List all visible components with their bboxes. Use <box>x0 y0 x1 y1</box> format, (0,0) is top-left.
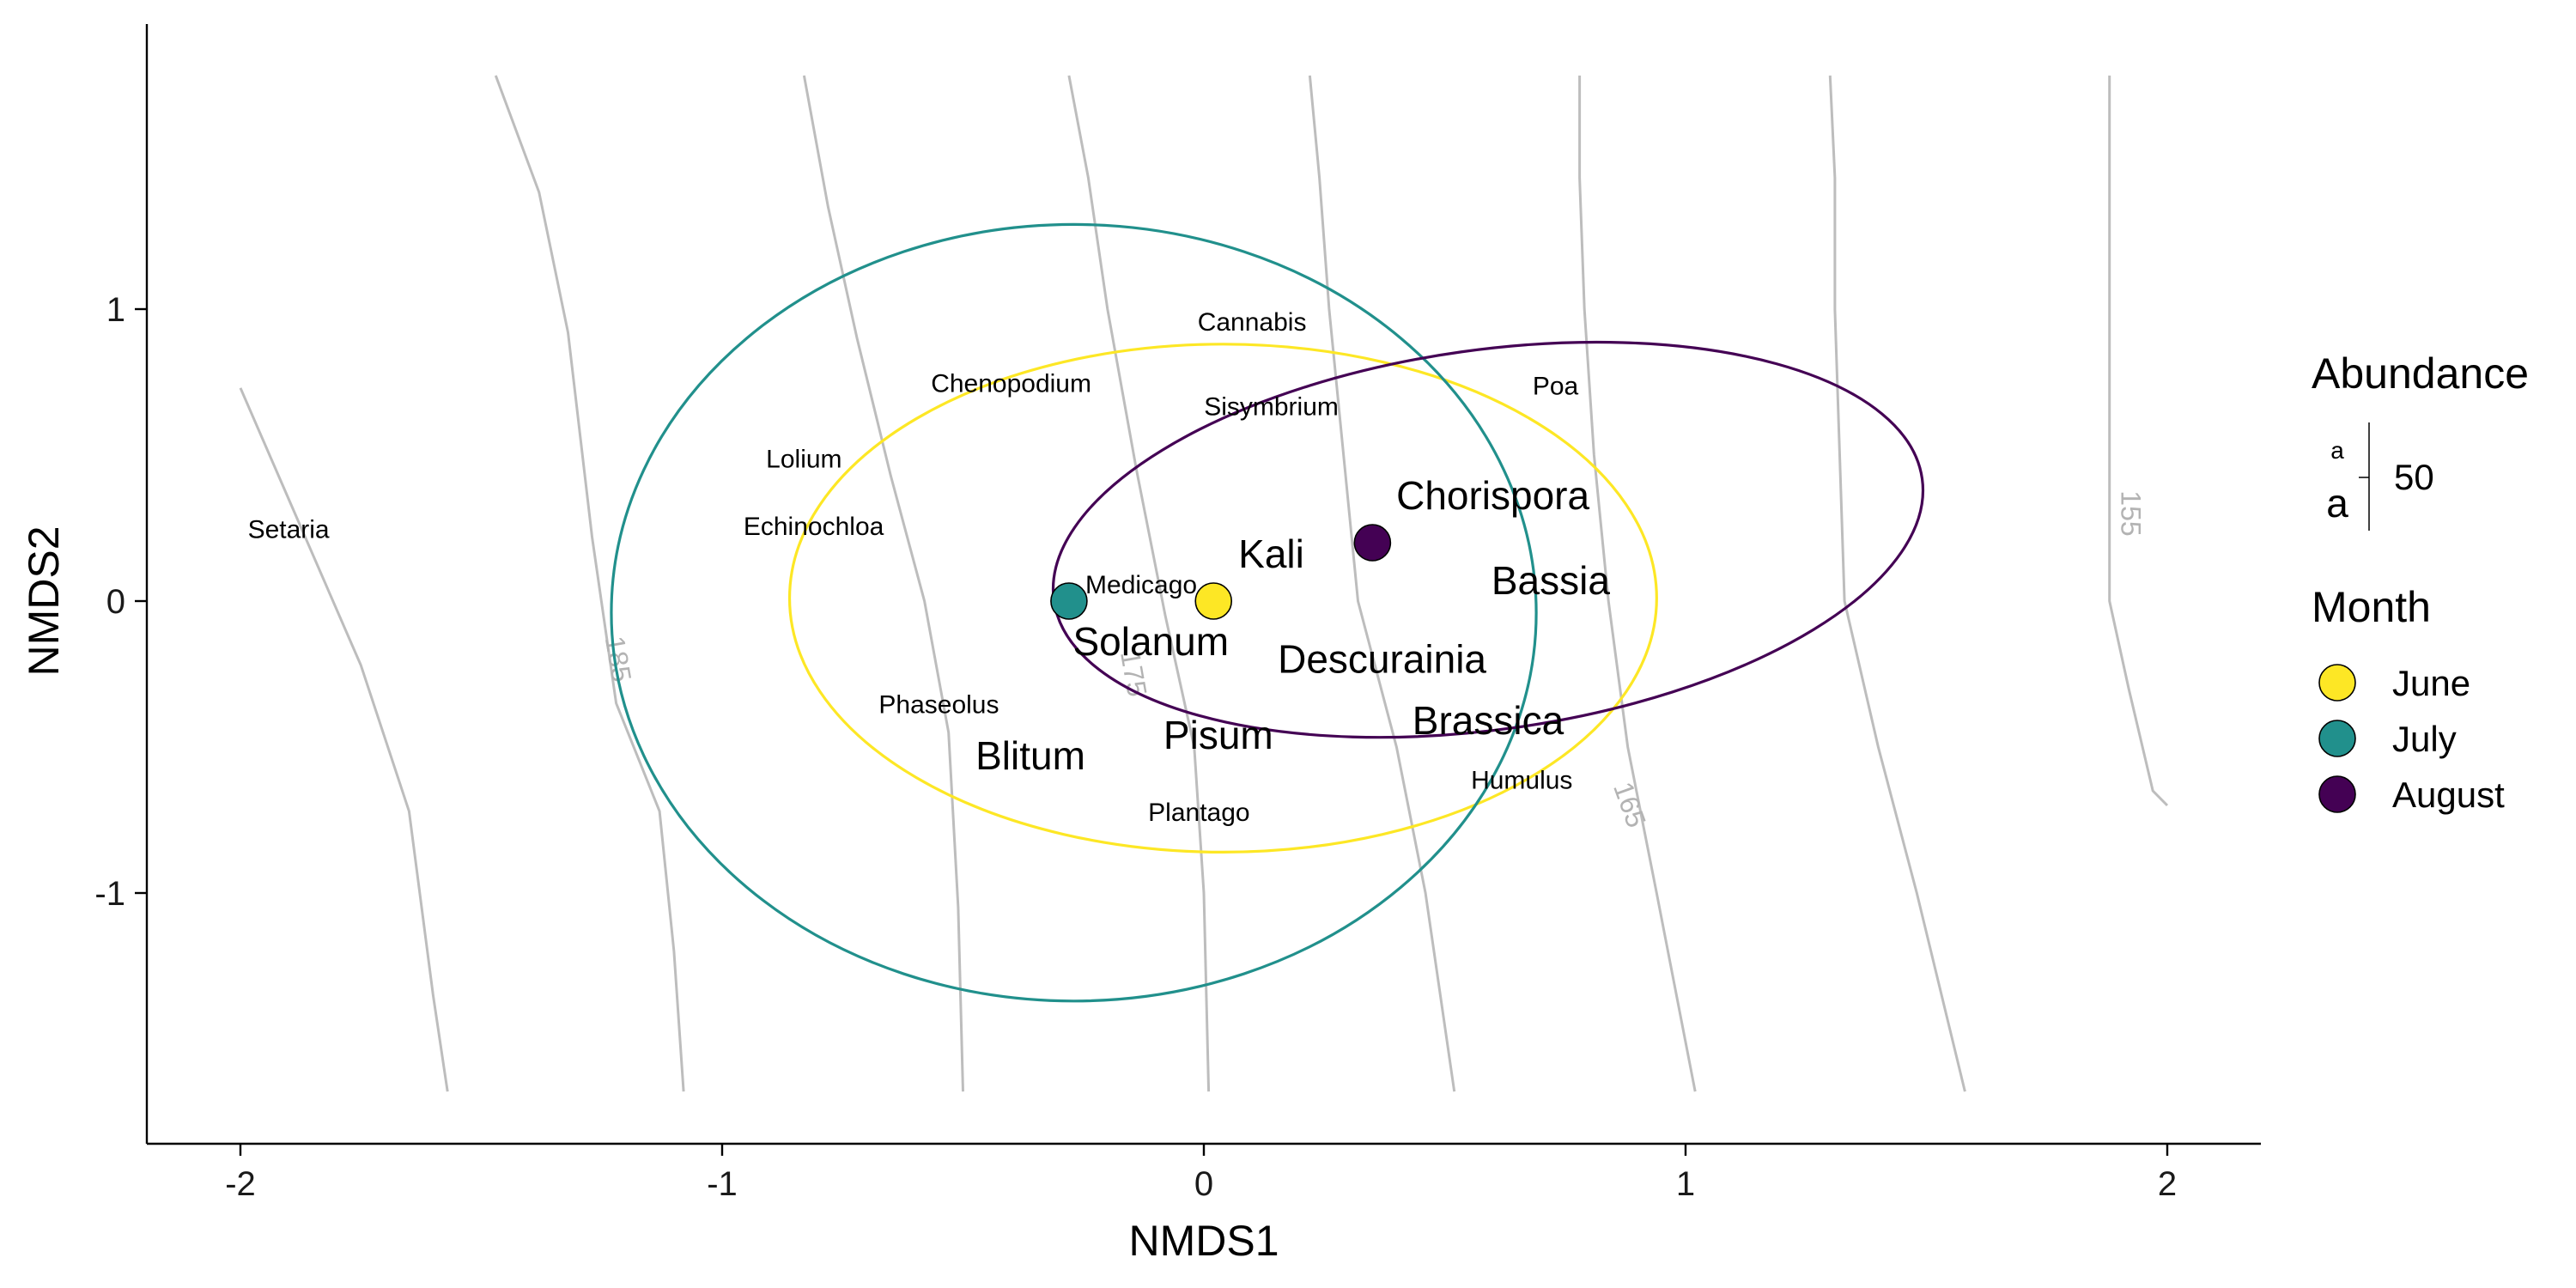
y-axis-ticks: -1 0 1 <box>94 291 147 913</box>
contour-line-8 <box>2108 76 2169 807</box>
centroid-june <box>1194 582 1233 620</box>
y-tick-label: -1 <box>94 875 125 913</box>
species-label-brassica: Brassica <box>1413 698 1564 743</box>
contour-label-155: 155 <box>2116 490 2147 536</box>
legend-abundance-glyph-large: a <box>2326 481 2348 526</box>
contour-line-7 <box>1828 75 1966 1092</box>
species-label-sisymbrium: Sisymbrium <box>1204 393 1339 422</box>
legend: Abundance a a 50 Month June July August <box>2312 349 2529 815</box>
legend-label-july: July <box>2392 719 2457 759</box>
species-label-lolium: Lolium <box>766 446 841 474</box>
species-label-phaseolus: Phaseolus <box>878 690 999 719</box>
legend-abundance-value: 50 <box>2394 457 2434 497</box>
legend-key-june <box>2318 664 2356 702</box>
species-label-humulus: Humulus <box>1471 767 1572 795</box>
contour-line-6 <box>1578 76 1697 1092</box>
contour-line-1 <box>239 387 449 1092</box>
legend-month-title: Month <box>2312 583 2431 631</box>
legend-key-august <box>2318 775 2356 813</box>
species-label-echinochloa: Echinochloa <box>744 513 884 541</box>
species-label-medicago: Medicago <box>1085 571 1197 599</box>
species-label-pisum: Pisum <box>1163 713 1273 757</box>
ellipse-june <box>787 343 1658 854</box>
species-label-chorispora: Chorispora <box>1396 473 1589 518</box>
species-label-solanum: Solanum <box>1073 619 1230 664</box>
month-centroids <box>1050 524 1392 620</box>
legend-label-june: June <box>2392 663 2470 703</box>
species-labels: Setaria Lolium Echinochloa Chenopodium Canna… <box>248 308 1611 827</box>
legend-label-august: August <box>2392 775 2505 815</box>
species-label-plantago: Plantago <box>1148 799 1249 827</box>
legend-abundance-title: Abundance <box>2312 349 2529 398</box>
contour-label-165: 165 <box>1607 778 1652 831</box>
x-tick-label: -2 <box>225 1165 256 1203</box>
legend-month-items: June July August <box>2318 663 2505 815</box>
species-label-setaria: Setaria <box>248 515 330 544</box>
y-tick-label: 0 <box>106 583 125 621</box>
axes: -2 -1 0 1 2 -1 0 1 NMDS1 NMDS2 <box>20 24 2261 1265</box>
legend-abundance-glyph-small: a <box>2330 437 2344 464</box>
species-label-blitum: Blitum <box>975 733 1085 778</box>
contour-lines <box>239 75 2169 1092</box>
contour-line-5 <box>1308 75 1456 1092</box>
x-tick-label: -1 <box>707 1165 738 1203</box>
ellipse-july <box>610 222 1538 1003</box>
species-label-kali: Kali <box>1238 532 1304 576</box>
contour-line-2 <box>494 75 685 1092</box>
x-tick-label: 0 <box>1194 1165 1213 1203</box>
legend-key-july <box>2318 720 2356 757</box>
species-label-cannabis: Cannabis <box>1198 308 1307 337</box>
x-tick-label: 1 <box>1676 1165 1695 1203</box>
y-tick-label: 1 <box>106 291 125 329</box>
species-label-descurainia: Descurainia <box>1278 637 1486 682</box>
x-axis-title: NMDS1 <box>1128 1217 1279 1265</box>
y-axis-title: NMDS2 <box>20 526 68 676</box>
species-label-chenopodium: Chenopodium <box>931 369 1091 398</box>
species-label-poa: Poa <box>1533 373 1579 401</box>
x-tick-label: 2 <box>2158 1165 2177 1203</box>
contour-line-4 <box>1067 75 1211 1092</box>
species-label-bassia: Bassia <box>1492 558 1610 603</box>
x-axis-ticks: -2 -1 0 1 2 <box>225 1144 2177 1203</box>
centroid-august <box>1353 524 1392 562</box>
centroid-july <box>1050 582 1088 620</box>
contour-line-3 <box>802 75 964 1092</box>
month-ellipses <box>610 222 1925 1003</box>
